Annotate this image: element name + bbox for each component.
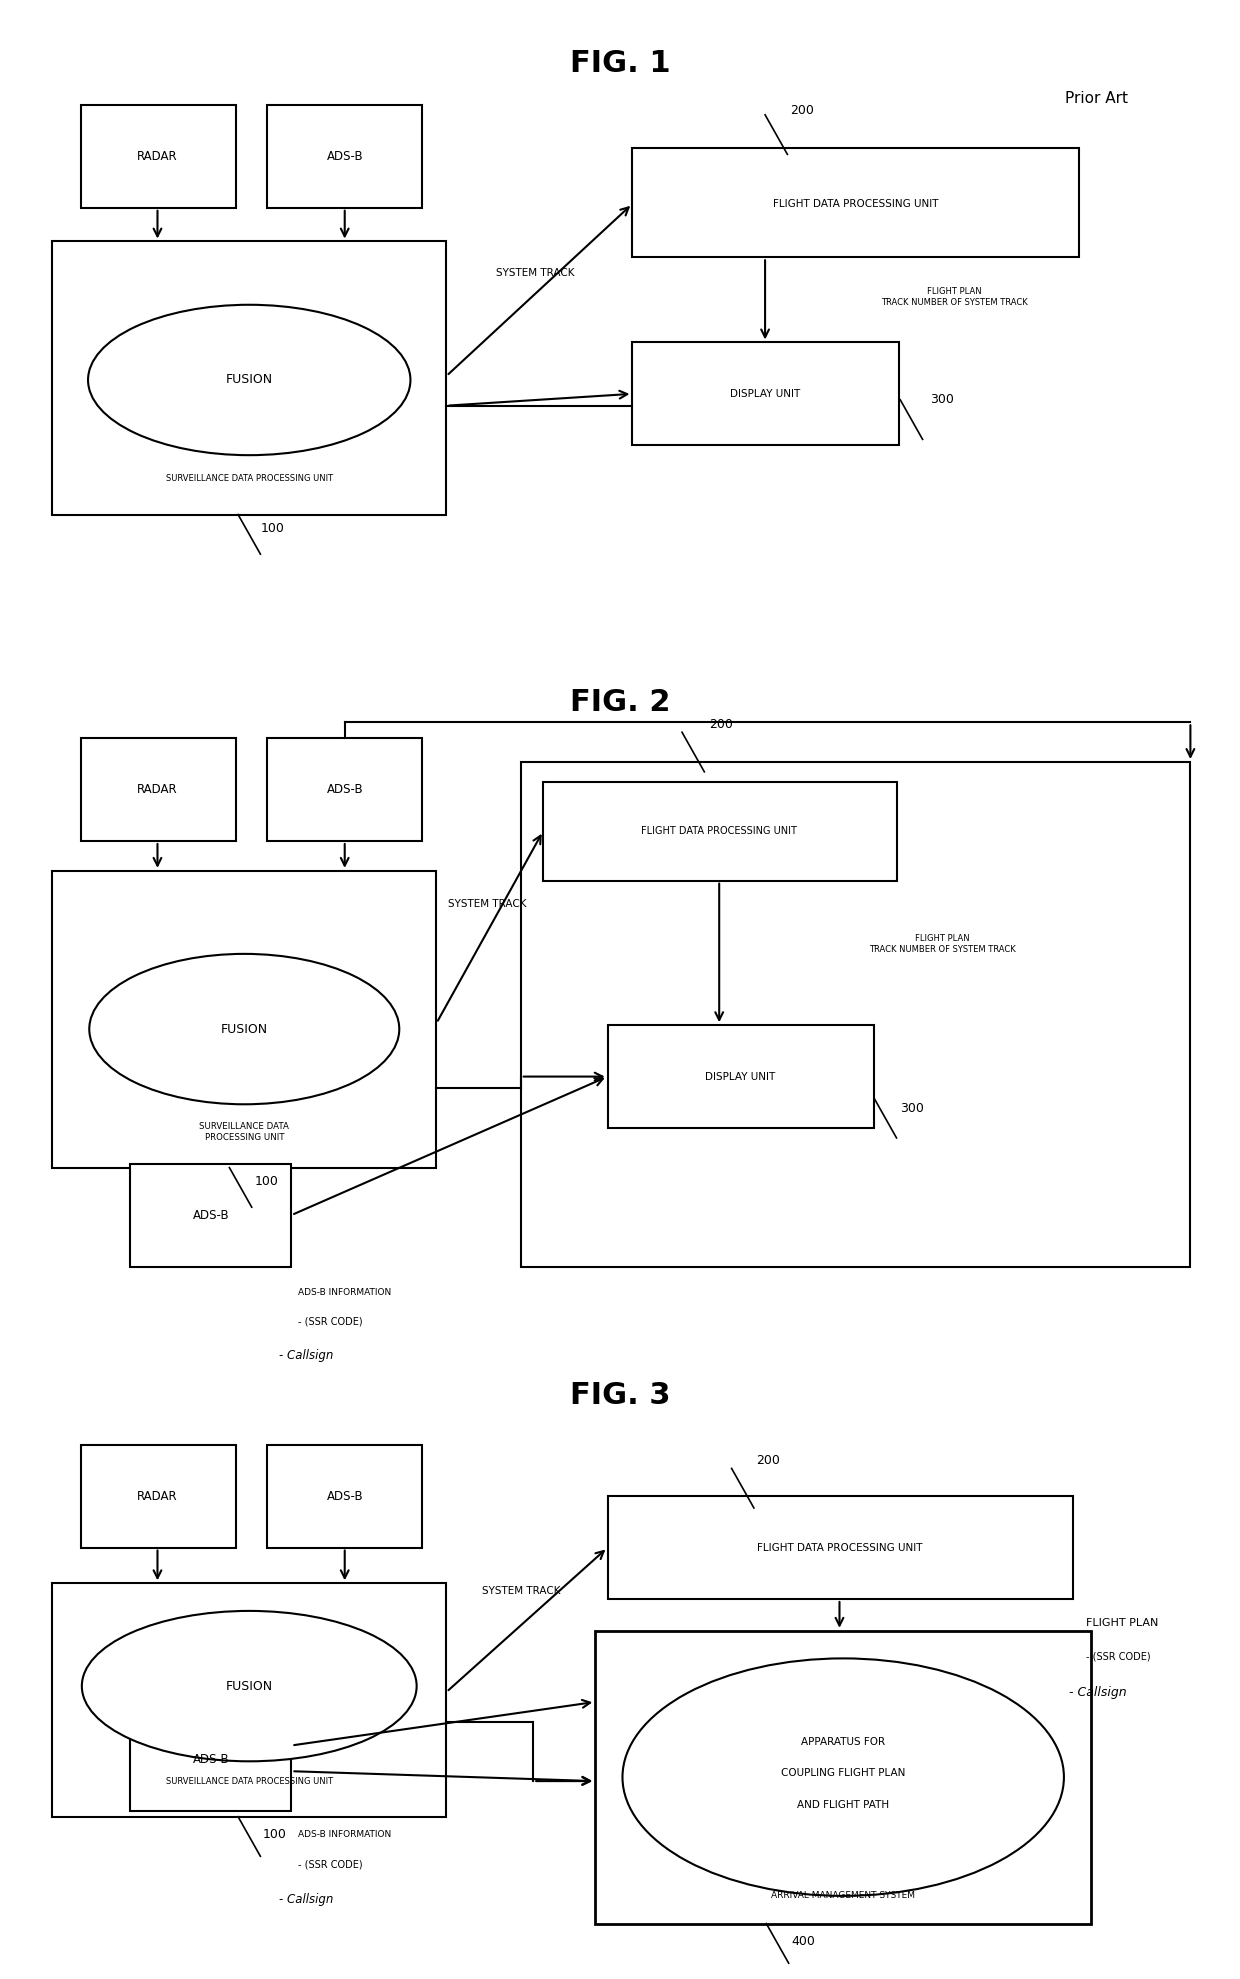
Text: SYSTEM TRACK: SYSTEM TRACK — [481, 1585, 560, 1597]
Text: - (SSR CODE): - (SSR CODE) — [298, 1858, 362, 1870]
FancyBboxPatch shape — [608, 1025, 874, 1128]
Text: FLIGHT DATA PROCESSING UNIT: FLIGHT DATA PROCESSING UNIT — [773, 198, 939, 210]
Text: DISPLAY UNIT: DISPLAY UNIT — [706, 1071, 775, 1083]
Text: - Callsign: - Callsign — [279, 1894, 334, 1906]
Text: AND FLIGHT PATH: AND FLIGHT PATH — [797, 1799, 889, 1811]
Text: FIG. 3: FIG. 3 — [569, 1381, 671, 1409]
Text: ADS-B: ADS-B — [326, 150, 363, 162]
Text: FLIGHT PLAN: FLIGHT PLAN — [1086, 1617, 1158, 1629]
Text: 200: 200 — [709, 718, 733, 730]
Text: ADS-B: ADS-B — [192, 1209, 229, 1221]
Text: RADAR: RADAR — [138, 1490, 177, 1502]
Text: - (SSR CODE): - (SSR CODE) — [1086, 1650, 1151, 1662]
Text: SURVEILLANCE DATA
PROCESSING UNIT: SURVEILLANCE DATA PROCESSING UNIT — [200, 1122, 289, 1142]
Text: APPARATUS FOR: APPARATUS FOR — [801, 1736, 885, 1747]
Text: RADAR: RADAR — [138, 150, 177, 162]
Text: SURVEILLANCE DATA PROCESSING UNIT: SURVEILLANCE DATA PROCESSING UNIT — [166, 475, 332, 483]
Text: ADS-B INFORMATION: ADS-B INFORMATION — [298, 1288, 391, 1296]
FancyBboxPatch shape — [81, 1445, 236, 1548]
FancyBboxPatch shape — [81, 105, 236, 208]
FancyBboxPatch shape — [267, 1445, 422, 1548]
Text: ADS-B: ADS-B — [192, 1753, 229, 1765]
Text: FLIGHT DATA PROCESSING UNIT: FLIGHT DATA PROCESSING UNIT — [641, 825, 797, 837]
Text: FLIGHT DATA PROCESSING UNIT: FLIGHT DATA PROCESSING UNIT — [756, 1542, 923, 1554]
Text: Prior Art: Prior Art — [1065, 91, 1128, 107]
Text: SURVEILLANCE DATA PROCESSING UNIT: SURVEILLANCE DATA PROCESSING UNIT — [166, 1777, 332, 1785]
FancyBboxPatch shape — [521, 762, 1190, 1267]
Ellipse shape — [622, 1658, 1064, 1896]
FancyBboxPatch shape — [267, 105, 422, 208]
Text: 100: 100 — [260, 522, 284, 534]
Ellipse shape — [88, 305, 410, 455]
Text: - Callsign: - Callsign — [1069, 1686, 1126, 1698]
FancyBboxPatch shape — [130, 1164, 291, 1267]
Text: SYSTEM TRACK: SYSTEM TRACK — [496, 267, 575, 279]
Text: FUSION: FUSION — [226, 374, 273, 386]
FancyBboxPatch shape — [632, 342, 899, 445]
FancyBboxPatch shape — [52, 241, 446, 515]
Text: DISPLAY UNIT: DISPLAY UNIT — [730, 388, 800, 400]
Text: 200: 200 — [756, 1455, 780, 1466]
Text: 100: 100 — [254, 1176, 278, 1187]
Text: FLIGHT PLAN
TRACK NUMBER OF SYSTEM TRACK: FLIGHT PLAN TRACK NUMBER OF SYSTEM TRACK — [869, 934, 1016, 954]
Text: 300: 300 — [930, 394, 954, 406]
Text: ADS-B: ADS-B — [326, 784, 363, 796]
FancyBboxPatch shape — [543, 782, 897, 881]
Text: FLIGHT PLAN
TRACK NUMBER OF SYSTEM TRACK: FLIGHT PLAN TRACK NUMBER OF SYSTEM TRACK — [882, 287, 1028, 307]
FancyBboxPatch shape — [632, 148, 1079, 257]
FancyBboxPatch shape — [130, 1708, 291, 1811]
FancyBboxPatch shape — [81, 738, 236, 841]
FancyBboxPatch shape — [52, 1583, 446, 1817]
Text: 100: 100 — [263, 1829, 286, 1840]
FancyBboxPatch shape — [267, 738, 422, 841]
Ellipse shape — [89, 954, 399, 1104]
Text: 400: 400 — [791, 1935, 815, 1947]
Text: FIG. 1: FIG. 1 — [569, 49, 671, 77]
Text: 300: 300 — [900, 1102, 924, 1114]
Text: ARRIVAL MANAGEMENT SYSTEM: ARRIVAL MANAGEMENT SYSTEM — [771, 1892, 915, 1900]
FancyBboxPatch shape — [608, 1496, 1073, 1599]
Text: FIG. 2: FIG. 2 — [569, 689, 671, 716]
Text: FUSION: FUSION — [221, 1023, 268, 1035]
Text: 200: 200 — [790, 105, 813, 117]
Text: SYSTEM TRACK: SYSTEM TRACK — [448, 898, 527, 910]
Text: ADS-B: ADS-B — [326, 1490, 363, 1502]
Text: RADAR: RADAR — [138, 784, 177, 796]
Text: ADS-B INFORMATION: ADS-B INFORMATION — [298, 1831, 391, 1838]
Text: FUSION: FUSION — [226, 1680, 273, 1692]
Ellipse shape — [82, 1611, 417, 1761]
Text: - (SSR CODE): - (SSR CODE) — [298, 1316, 362, 1328]
Text: - Callsign: - Callsign — [279, 1350, 334, 1362]
FancyBboxPatch shape — [52, 871, 436, 1168]
Text: COUPLING FLIGHT PLAN: COUPLING FLIGHT PLAN — [781, 1767, 905, 1779]
FancyBboxPatch shape — [595, 1631, 1091, 1924]
